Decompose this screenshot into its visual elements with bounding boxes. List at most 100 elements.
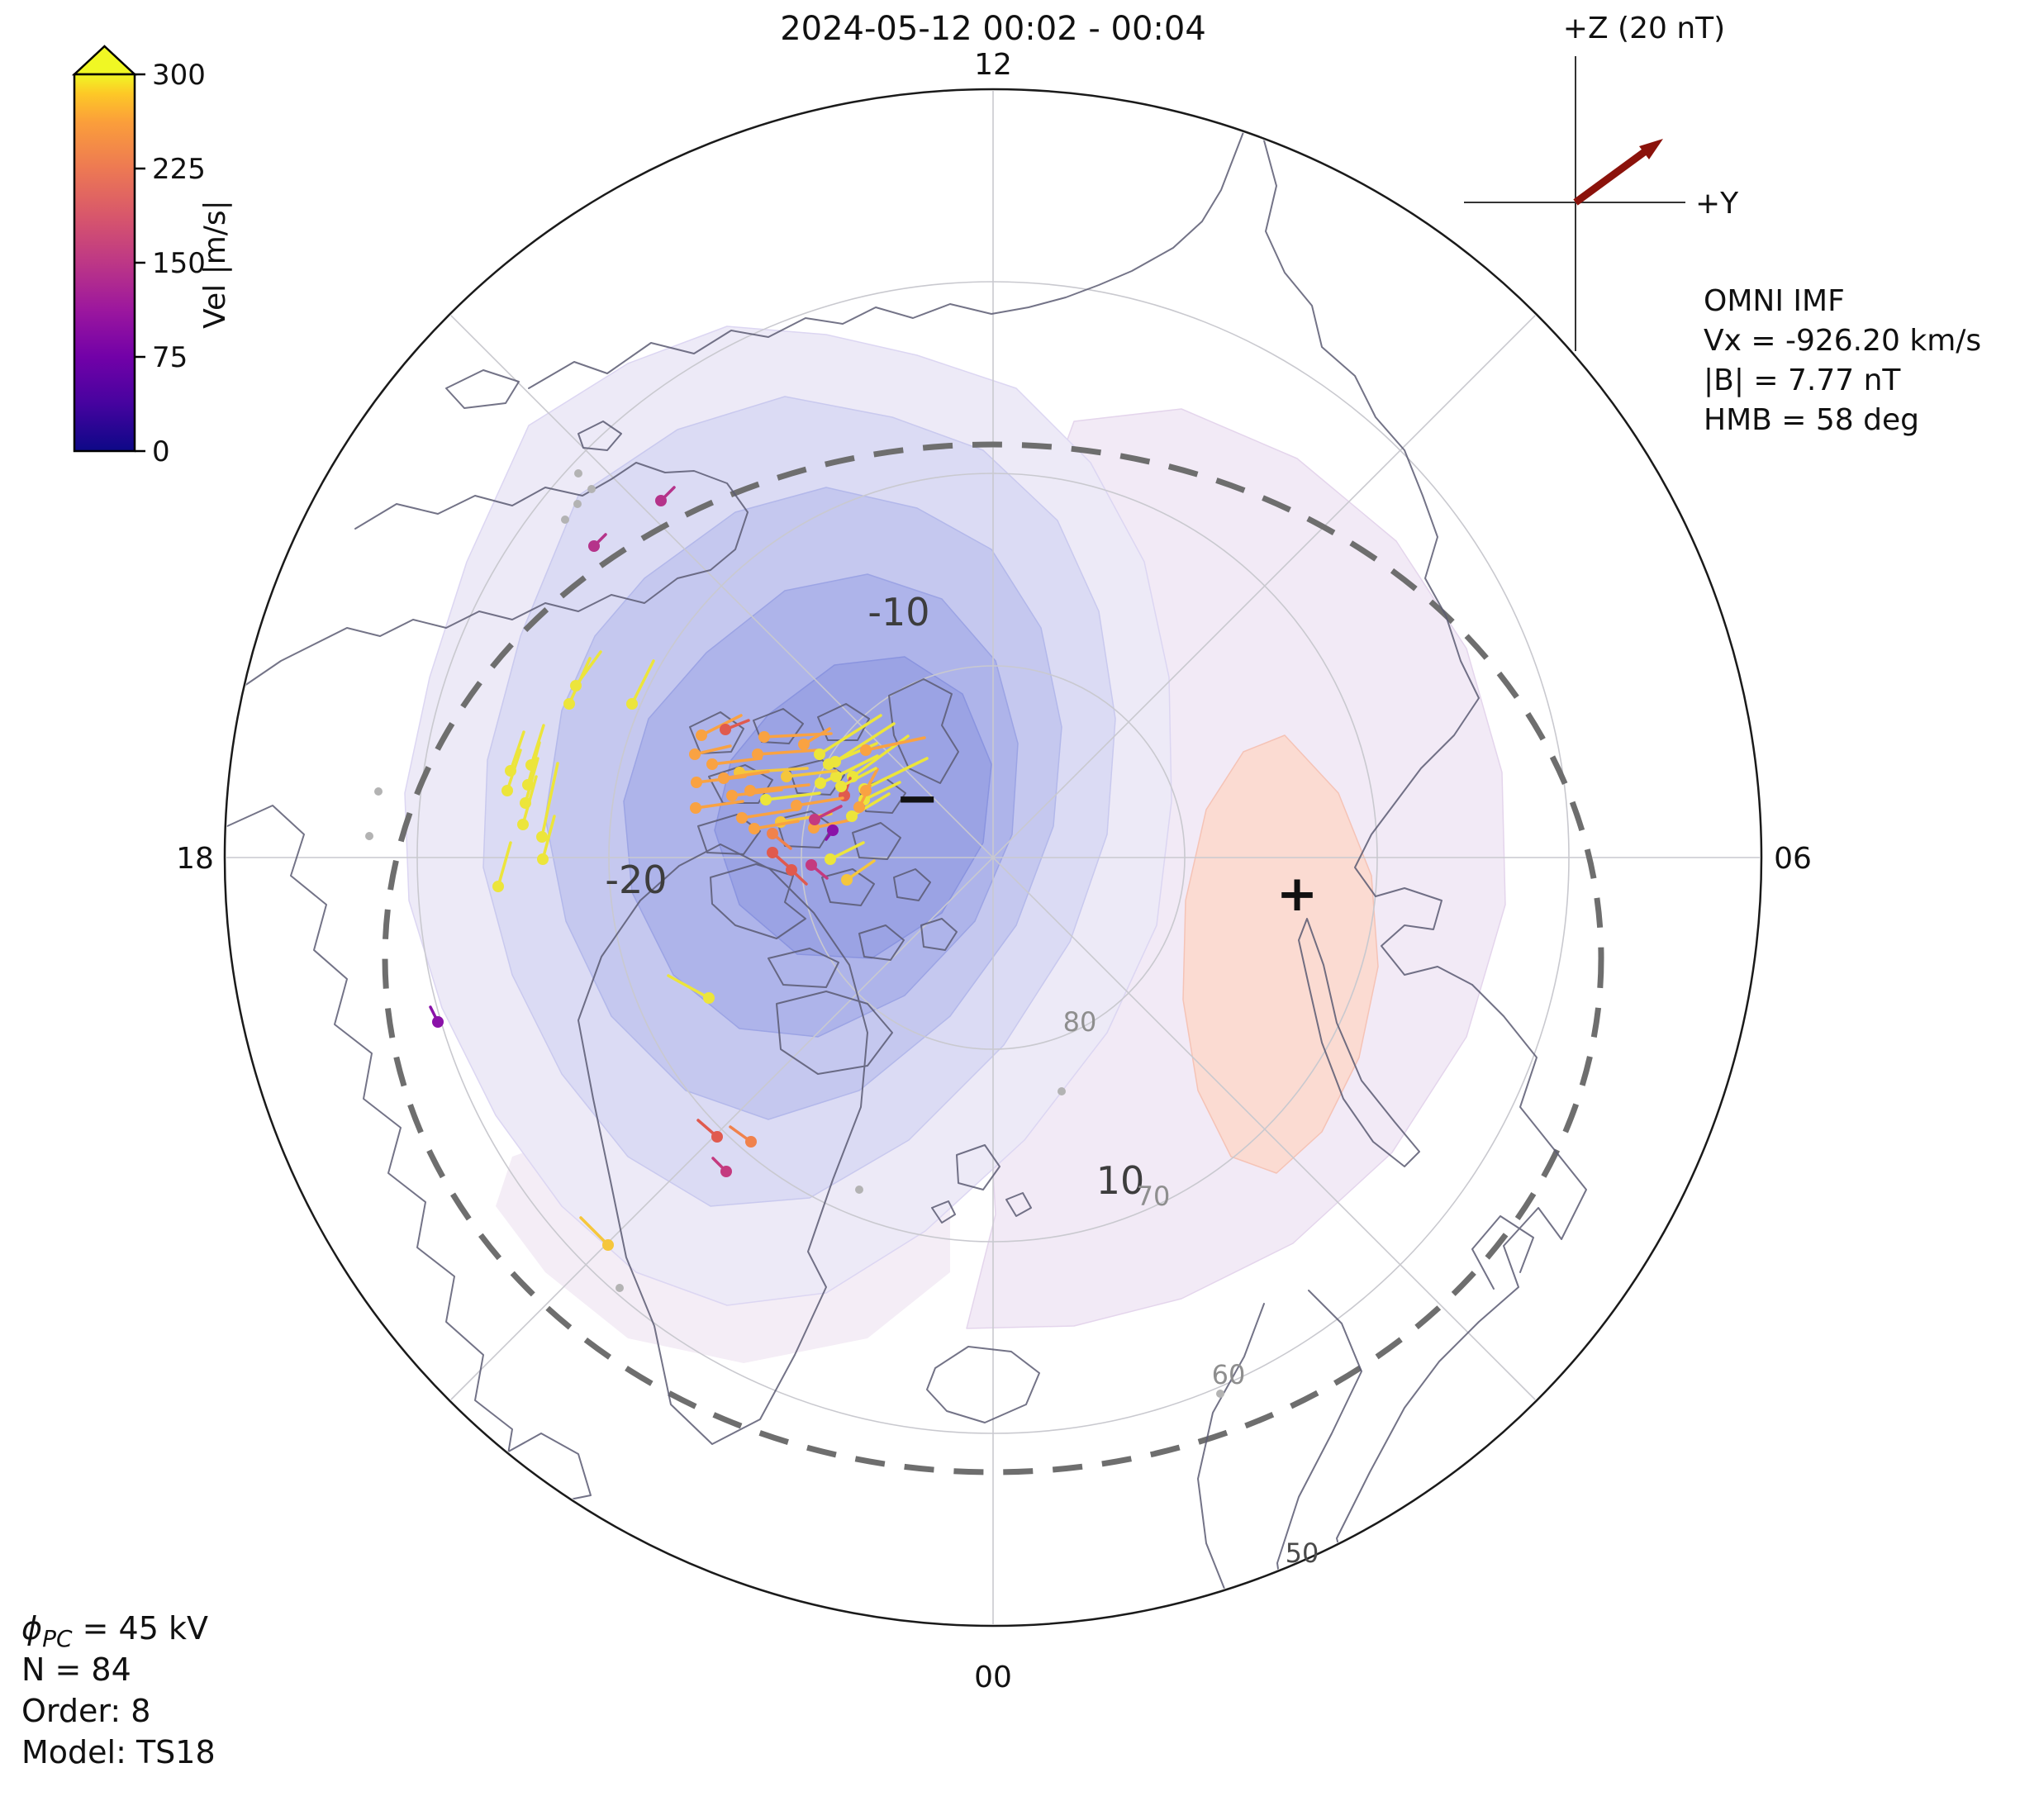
velocity-vector-tail	[540, 762, 559, 839]
mlt-spoke-21-09	[449, 313, 1538, 1402]
zero-velocity-dot	[365, 832, 373, 840]
lat-label-80: 80	[1063, 1006, 1097, 1038]
velocity-vector-tail	[839, 767, 877, 788]
velocity-vector-dot	[563, 698, 575, 710]
mlt-lat-grid	[226, 91, 1760, 1624]
velocity-vector-dot	[829, 756, 841, 767]
velocity-vector-tail	[506, 748, 522, 792]
velocity-vector-tail	[497, 841, 512, 888]
coast-hudson	[503, 1433, 592, 1500]
velocity-vector-tail	[694, 800, 744, 810]
velocity-vector-tail	[667, 974, 711, 1000]
velocity-vector-dot	[841, 874, 853, 886]
colorbar-tick-300: 300	[152, 59, 206, 92]
velocity-vector-dot	[588, 540, 600, 552]
velocity-vector-tail	[756, 748, 819, 756]
coast-denmark	[1207, 1592, 1238, 1624]
velocity-vector-tail	[730, 788, 783, 797]
omni-line-hmb: HMB = 58 deg	[1704, 403, 1919, 437]
coast-north-america	[226, 805, 571, 1583]
velocity-vector-dot	[853, 801, 865, 813]
velocity-vector-dot	[536, 831, 548, 843]
velocity-vector-dot	[767, 828, 778, 839]
zero-velocity-dot	[574, 469, 582, 478]
plot-outer-circle	[223, 88, 1763, 1628]
velocity-vector-tail	[785, 769, 838, 778]
coast-wrangel-islands	[375, 313, 622, 451]
velocity-vector-tail	[738, 767, 809, 774]
contour-label-pos10: 10	[1096, 1158, 1145, 1203]
velocity-vector-dot	[711, 1131, 723, 1143]
velocity-vector-dot	[760, 794, 772, 805]
velocity-vector-dot	[720, 724, 731, 735]
velocity-vector-tail	[579, 1216, 610, 1247]
velocity-vector-dot	[806, 859, 817, 871]
stat-order: Order: 8	[21, 1693, 150, 1729]
phi-subscript: PC	[42, 1625, 73, 1652]
velocity-vector-tail	[711, 757, 763, 766]
velocity-vector-tail	[700, 714, 743, 737]
fit-statistics-panel: ϕPC = 45 kV N = 84 Order: 8 Model: TS18	[21, 1610, 216, 1770]
velocity-vector-dot	[791, 800, 802, 811]
velocity-vector-dot	[767, 847, 778, 858]
coast-white-sea	[1471, 1215, 1534, 1290]
phi-symbol: ϕ	[21, 1610, 42, 1647]
coastlines	[226, 131, 1587, 1624]
velocity-vector-dot	[814, 748, 825, 760]
velocity-vector-tail	[509, 730, 525, 772]
velocity-vector-tail	[863, 757, 929, 791]
velocity-vector-dot	[835, 781, 847, 792]
heppner-maynard-boundary	[382, 441, 1604, 1475]
velocity-vector-dot	[720, 1166, 732, 1177]
velocity-vector-dot	[749, 823, 760, 834]
velocity-vector-tail	[521, 775, 538, 826]
coast-kara-russia	[1319, 984, 1587, 1624]
velocity-vector-dot	[758, 731, 770, 743]
zero-velocity-dot	[855, 1186, 863, 1194]
colorbar-tick-75: 75	[152, 341, 188, 374]
velocity-vector-dot	[706, 758, 718, 770]
imf-vector-arrow-shaft	[1573, 147, 1649, 206]
velocity-vector-tail	[693, 744, 732, 756]
velocity-vectors-layer	[429, 486, 929, 1251]
velocity-vector-dot	[860, 785, 872, 796]
velocity-vector-dot	[537, 853, 549, 865]
colorbar-tick-marks	[135, 73, 145, 453]
velocity-vector-tail	[526, 741, 541, 786]
velocity-vector-dot	[798, 739, 810, 750]
velocity-vector-tail	[818, 714, 882, 756]
velocity-vector-tail	[740, 808, 796, 820]
colorbar-gradient-bar	[73, 73, 136, 453]
velocity-vector-dot	[501, 785, 513, 796]
mlt-label-06: 06	[1774, 842, 1812, 876]
velocity-vector-tail	[764, 791, 821, 801]
phi-value: = 45 kV	[73, 1610, 208, 1647]
coast-kamchatka-taymyr	[1263, 140, 1480, 986]
lat-label-60: 60	[1212, 1359, 1246, 1390]
colorbar-tick-0: 0	[152, 435, 170, 468]
velocity-vector-dot	[655, 495, 667, 506]
coast-scandinavia	[1197, 1290, 1362, 1624]
velocity-vector-dot	[718, 772, 730, 784]
zero-velocity-dot	[1216, 1390, 1224, 1398]
velocity-vector-dot	[492, 881, 504, 892]
omni-line-vx: Vx = -926.20 km/s	[1704, 324, 1981, 358]
colorbar-tick-225: 225	[152, 153, 206, 186]
velocity-vector-dot	[703, 992, 715, 1004]
colorbar-arrow-cap	[71, 45, 138, 76]
velocity-vector-dot	[736, 812, 748, 824]
velocity-vector-tail	[795, 796, 844, 807]
dial-y-label: +Y	[1695, 187, 1739, 221]
velocity-vector-dot	[726, 790, 738, 801]
coast-alaska	[244, 462, 749, 687]
velocity-vector-tail	[749, 783, 810, 792]
velocity-vector-tail	[863, 781, 901, 801]
velocity-vector-dot	[745, 1136, 757, 1148]
coast-svalbard	[931, 1144, 1032, 1224]
velocity-vector-tail	[753, 820, 800, 830]
mlt-label-12: 12	[974, 48, 1012, 82]
polar-plot: − + -10 -20 10 80 70 60 50 12 18 06 00	[176, 48, 1812, 1694]
potential-plus-marker: +	[1276, 865, 1318, 923]
velocity-vector-dot	[432, 1016, 444, 1028]
